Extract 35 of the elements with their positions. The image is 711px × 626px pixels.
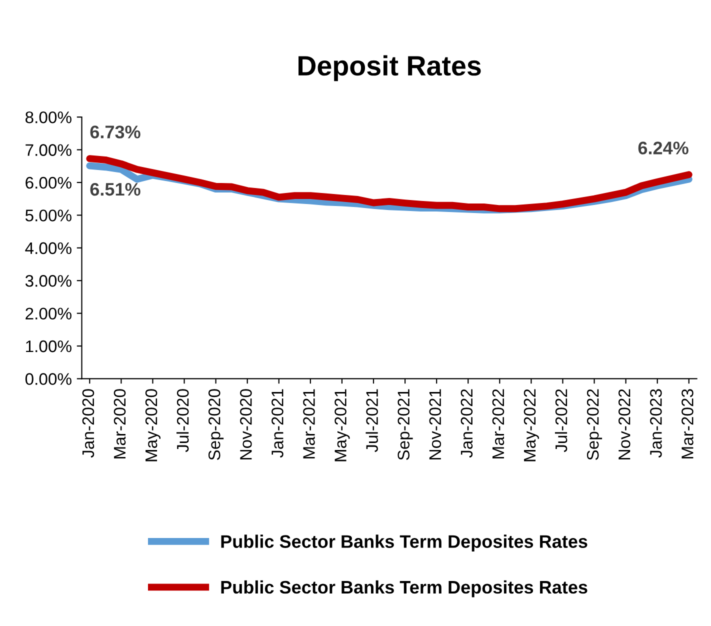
x-tick-label: Jan-2020 — [82, 389, 94, 458]
x-tick-label: Mar-2022 — [492, 389, 504, 458]
x-tick-label: May-2022 — [524, 389, 539, 462]
y-tick-label: 1.00% — [26, 340, 72, 352]
y-tick-label: 3.00% — [25, 275, 72, 287]
y-tick-label: 6.00% — [26, 176, 72, 189]
y-tick-label: 8.00% — [26, 111, 72, 124]
x-tick-label: Sep-2022 — [586, 389, 602, 460]
x-tick-label: Mar-2023 — [682, 389, 694, 458]
x-tick-label: Jan-2021 — [272, 389, 284, 458]
x-tick-label: Jul-2021 — [366, 389, 378, 452]
x-tick-label: Nov-2022 — [618, 389, 630, 460]
x-tick-label: Jan-2023 — [650, 389, 662, 458]
x-tick-label: Mar-2021 — [303, 389, 315, 458]
x-tick-label: Sep-2020 — [208, 389, 224, 460]
y-tick-label: 0.00% — [25, 373, 72, 385]
data-label: 6.24% — [638, 142, 688, 154]
x-tick-label: May-2021 — [334, 389, 350, 462]
y-tick-label: 7.00% — [26, 144, 72, 156]
x-tick-label: May-2020 — [145, 389, 160, 462]
x-tick-label: Jul-2020 — [176, 389, 189, 452]
y-tick-label: 4.00% — [25, 242, 72, 254]
legend-label: Public Sector Banks Term Deposites Rates — [221, 534, 588, 552]
y-tick-label: 5.00% — [25, 210, 72, 222]
chart-title: Deposit Rates — [298, 55, 481, 82]
data-label: 6.51% — [90, 182, 140, 196]
legend-label: Public Sector Banks Term Deposites Rates — [221, 580, 588, 598]
data-label: 6.73% — [90, 126, 140, 138]
y-tick-label: 2.00% — [26, 308, 72, 320]
x-tick-label: Sep-2021 — [398, 389, 413, 460]
x-tick-label: Nov-2021 — [429, 389, 442, 460]
x-tick-label: Jul-2022 — [554, 389, 568, 452]
x-tick-label: Jan-2022 — [460, 389, 473, 458]
x-tick-label: Mar-2020 — [114, 389, 126, 458]
x-tick-label: Nov-2020 — [240, 389, 252, 460]
